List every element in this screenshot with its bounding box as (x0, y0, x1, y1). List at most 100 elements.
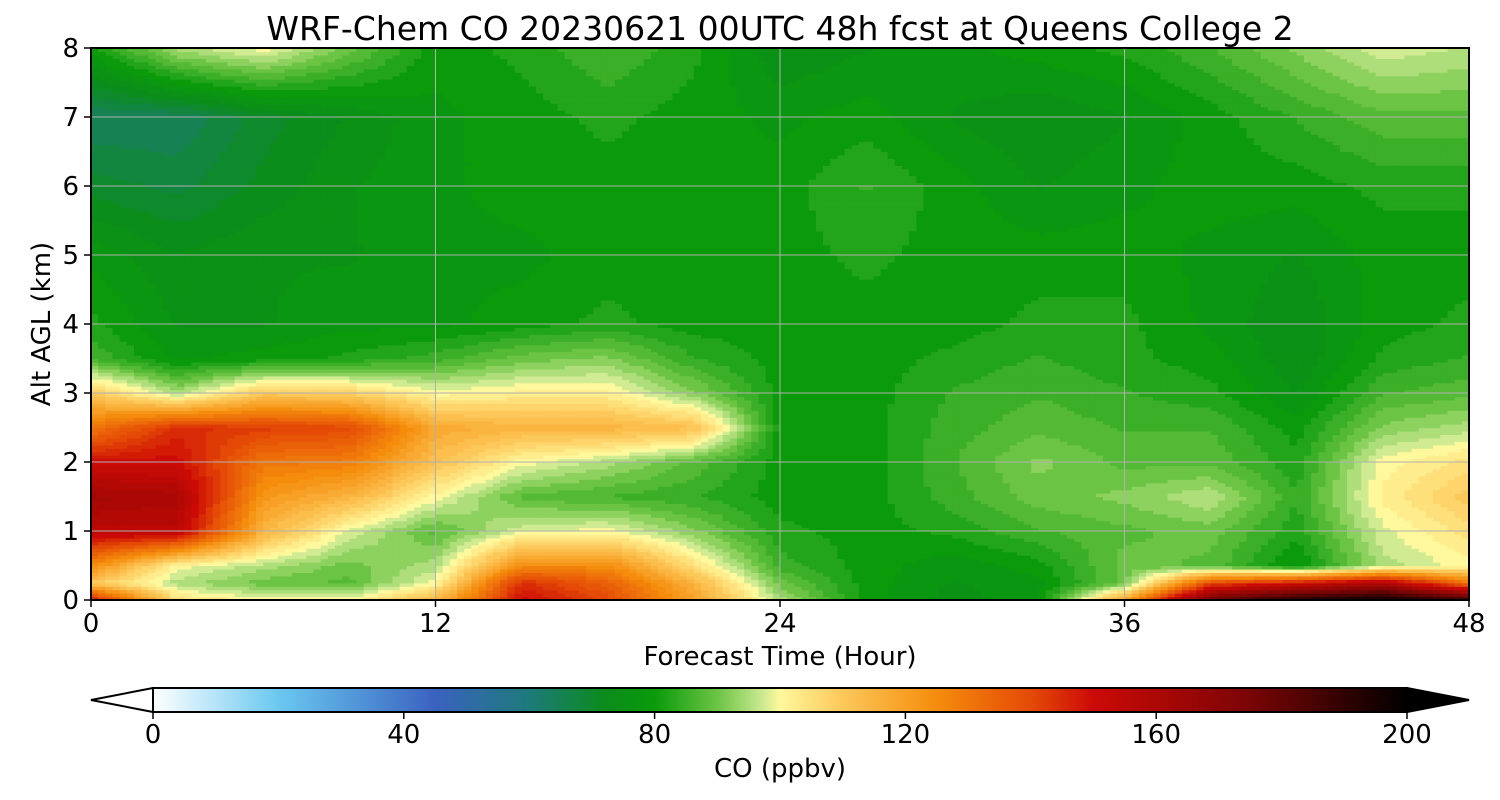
heatmap-cell (1397, 590, 1405, 594)
heatmap-cell (1074, 586, 1082, 590)
heatmap-cell (601, 579, 609, 583)
heatmap-cell (1325, 590, 1333, 594)
heatmap-cell (802, 586, 810, 590)
heatmap-cell (378, 590, 386, 594)
heatmap-cell (163, 583, 171, 587)
heatmap-cell (1376, 593, 1384, 597)
heatmap-cell (105, 583, 113, 587)
heatmap-cell (579, 593, 587, 597)
heatmap-cell (1247, 586, 1255, 590)
heatmap-cell (1002, 590, 1010, 594)
heatmap-cell (1447, 576, 1455, 580)
heatmap-cell (479, 586, 487, 590)
heatmap-cell (1333, 593, 1341, 597)
heatmap-cell (766, 579, 774, 583)
heatmap-cell (766, 576, 774, 580)
heatmap-cell (766, 569, 774, 573)
heatmap-cell (450, 569, 458, 573)
heatmap-cell (148, 583, 156, 587)
heatmap-cell (313, 569, 321, 573)
heatmap-cell (1325, 579, 1333, 583)
heatmap-cell (758, 572, 766, 576)
heatmap-cell (191, 572, 199, 576)
heatmap-cell (895, 576, 903, 580)
heatmap-cell (1060, 593, 1068, 597)
heatmap-cell (1282, 590, 1290, 594)
heatmap-cell (479, 569, 487, 573)
heatmap-cell (1354, 579, 1362, 583)
heatmap-cell (880, 572, 888, 576)
heatmap-cell (1074, 583, 1082, 587)
heatmap-cell (349, 572, 357, 576)
heatmap-cell (407, 579, 415, 583)
heatmap-cell (1433, 572, 1441, 576)
heatmap-cell (945, 593, 953, 597)
heatmap-cell (285, 586, 293, 590)
heatmap-cell (1060, 583, 1068, 587)
heatmap-cell (859, 572, 867, 576)
heatmap-cell (1175, 576, 1183, 580)
heatmap-cell (457, 576, 465, 580)
heatmap-cell (328, 572, 336, 576)
heatmap-cell (400, 569, 408, 573)
heatmap-cell (916, 583, 924, 587)
heatmap-cell (601, 590, 609, 594)
heatmap-cell (1426, 590, 1434, 594)
heatmap-cell (1290, 572, 1298, 576)
heatmap-cell (1117, 572, 1125, 576)
heatmap-cell (995, 593, 1003, 597)
heatmap-cell (909, 583, 917, 587)
heatmap-cell (1340, 579, 1348, 583)
heatmap-cell (134, 593, 142, 597)
heatmap-cell (708, 579, 716, 583)
heatmap-cell (91, 576, 99, 580)
heatmap-cell (773, 593, 781, 597)
heatmap-cell (242, 590, 250, 594)
heatmap-cell (658, 586, 666, 590)
heatmap-cell (550, 569, 558, 573)
heatmap-cell (572, 569, 580, 573)
heatmap-cell (1017, 586, 1025, 590)
heatmap-cell (1333, 576, 1341, 580)
heatmap-cell (565, 586, 573, 590)
heatmap-cell (1268, 579, 1276, 583)
heatmap-cell (170, 593, 178, 597)
heatmap-cell (306, 579, 314, 583)
heatmap-cell (730, 572, 738, 576)
heatmap-cell (945, 583, 953, 587)
heatmap-cell (1074, 579, 1082, 583)
heatmap-cell (873, 576, 881, 580)
heatmap-cell (730, 576, 738, 580)
heatmap-cell (256, 590, 264, 594)
heatmap-cell (902, 593, 910, 597)
heatmap-cell (321, 586, 329, 590)
heatmap-cell (1225, 576, 1233, 580)
heatmap-cell (163, 572, 171, 576)
heatmap-cell (1053, 593, 1061, 597)
heatmap-cell (723, 593, 731, 597)
heatmap-cell (1404, 572, 1412, 576)
heatmap-cell (787, 576, 795, 580)
heatmap-cell (1347, 590, 1355, 594)
heatmap-cell (514, 569, 522, 573)
heatmap-cell (823, 579, 831, 583)
heatmap-cell (680, 583, 688, 587)
heatmap-cell (1031, 576, 1039, 580)
heatmap-cell (787, 579, 795, 583)
heatmap-cell (694, 590, 702, 594)
heatmap-cell (615, 593, 623, 597)
heatmap-cell (270, 593, 278, 597)
heatmap-cell (1390, 572, 1398, 576)
heatmap-cell (680, 590, 688, 594)
heatmap-cell (1132, 576, 1140, 580)
heatmap-cell (909, 590, 917, 594)
heatmap-cell (278, 579, 286, 583)
heatmap-cell (672, 576, 680, 580)
heatmap-cell (723, 579, 731, 583)
heatmap-cell (615, 576, 623, 580)
heatmap-cell (701, 590, 709, 594)
heatmap-cell (830, 593, 838, 597)
heatmap-cell (945, 576, 953, 580)
heatmap-cell (823, 569, 831, 573)
heatmap-cell (1196, 579, 1204, 583)
